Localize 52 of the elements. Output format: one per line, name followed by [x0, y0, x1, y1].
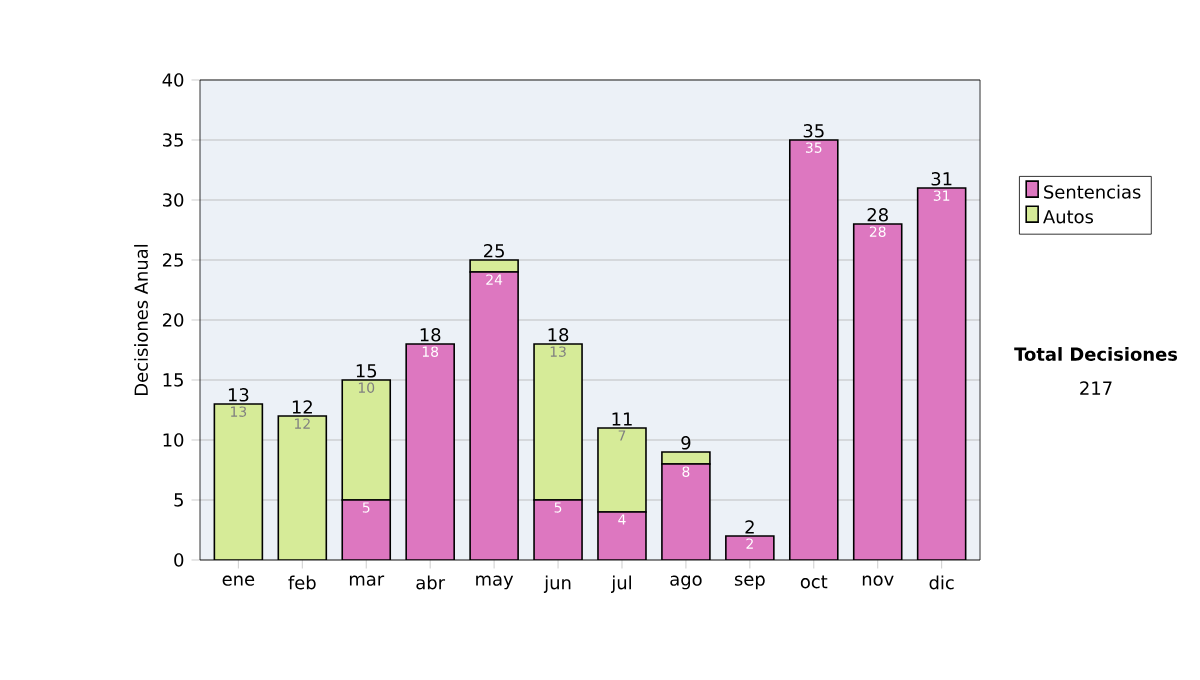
y-tick-label: 25 — [162, 253, 183, 267]
x-tick-label: mar — [349, 575, 385, 586]
y-tick-label: 15 — [163, 373, 183, 387]
x-tick-label: jun — [543, 575, 571, 593]
y-tick-label: 20 — [162, 313, 184, 327]
total-label: 31 — [931, 172, 952, 186]
total-label: 13 — [228, 388, 249, 402]
bar — [470, 271, 519, 560]
bar — [853, 223, 902, 560]
total-label: 25 — [484, 244, 504, 258]
legend-label: Sentencias — [1044, 184, 1141, 199]
x-tick-label: jul — [611, 575, 631, 593]
bar — [916, 187, 967, 560]
x-tick-label: ene — [222, 575, 255, 586]
y-tick-label: 35 — [163, 133, 183, 147]
total-label: 18 — [548, 328, 569, 342]
y-tick-label: 10 — [163, 433, 184, 447]
x-tick-label: oct — [800, 575, 828, 589]
bar — [341, 379, 392, 501]
total-label: 12 — [292, 400, 312, 414]
x-tick-label: ago — [670, 575, 702, 590]
bar — [789, 139, 838, 560]
y-tick-label: 40 — [162, 73, 184, 87]
bar — [278, 416, 327, 560]
total-label: 28 — [867, 208, 888, 222]
total-label: 9 — [681, 436, 691, 450]
y-tick-label: 30 — [163, 193, 184, 207]
y-axis-title: Decisiones Anual — [134, 244, 148, 395]
total-label: 11 — [612, 412, 632, 426]
text: 217 — [1080, 381, 1112, 395]
total-label: 35 — [803, 124, 824, 138]
x-tick-label: may — [476, 575, 514, 590]
total-label: 15 — [356, 364, 377, 378]
x-tick-label: dic — [929, 575, 954, 590]
total-label: 2 — [745, 520, 754, 534]
bar — [214, 404, 263, 560]
legend-label: Autos — [1043, 210, 1094, 224]
text: Total Decisiones — [1014, 347, 1178, 361]
y-tick-label: 5 — [174, 493, 183, 507]
bar — [533, 343, 583, 501]
y-tick-label: 0 — [174, 553, 184, 567]
x-tick-label: sep — [734, 575, 765, 590]
bar — [406, 343, 455, 560]
x-tick-label: feb — [288, 575, 316, 590]
total-label: 18 — [420, 328, 441, 342]
bar — [597, 427, 647, 513]
x-tick-label: nov — [862, 575, 894, 586]
bar — [597, 512, 646, 560]
bar — [534, 500, 583, 560]
x-tick-label: abr — [416, 575, 446, 590]
bar — [342, 500, 391, 560]
bar — [661, 464, 710, 560]
